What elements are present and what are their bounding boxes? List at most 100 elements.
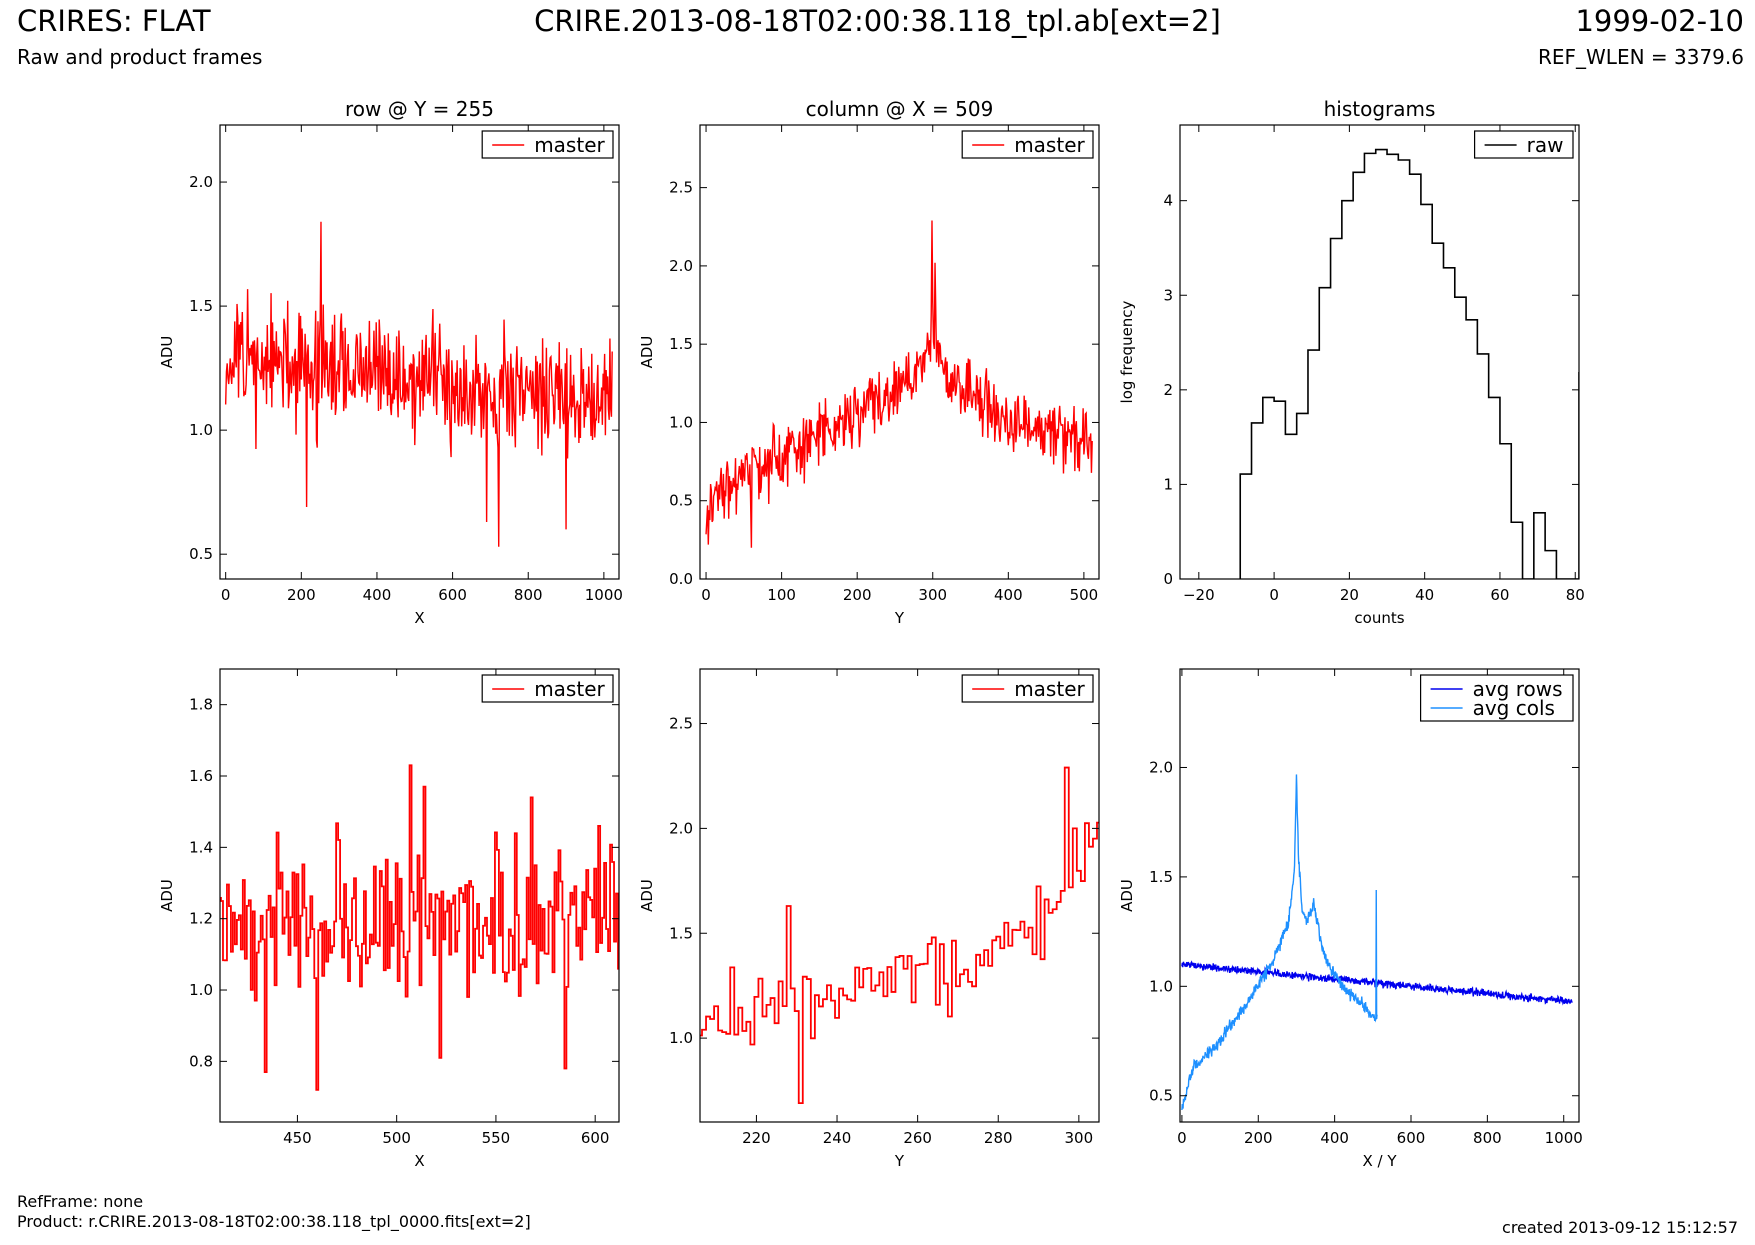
plot-area	[1239, 148, 1579, 579]
x-tick-label: 220	[742, 1129, 771, 1147]
chart-title: row @ Y = 255	[345, 97, 494, 121]
axes-frame	[1179, 668, 1580, 1123]
series-raw	[1239, 148, 1579, 579]
plot-area	[1181, 774, 1573, 1111]
chart-panel-4: 450 500 550 600 0.8 1.0 1.2 1.4 1.6 1.8 X ADU master	[158, 668, 620, 1170]
legend-box	[1419, 674, 1574, 722]
legend: master	[481, 674, 614, 703]
x-tick-label: 20	[1340, 586, 1359, 604]
plot-area	[700, 766, 1099, 1105]
y-tick-label: 1.5	[669, 924, 693, 942]
y-tick-label: 0.8	[189, 1052, 213, 1070]
chart-title: histograms	[1324, 97, 1436, 121]
y-axis-label: ADU	[1118, 879, 1136, 912]
page-subtitle: Raw and product frames	[17, 45, 263, 69]
y-tick-label: 3	[1163, 286, 1173, 304]
legend: raw	[1473, 130, 1574, 159]
y-axis-label: ADU	[158, 879, 176, 912]
y-axis-label: ADU	[158, 336, 176, 369]
created-label: created 2013-09-12 15:12:57	[1502, 1218, 1738, 1237]
y-tick-label: 1.0	[1149, 977, 1173, 995]
series-master	[224, 221, 613, 547]
chart-panel-2: 0 100 200 300 400 500 0.0 0.5 1.0 1.5 2.0 2.5 column…	[638, 97, 1100, 627]
x-tick-label: 240	[823, 1129, 852, 1147]
x-tick-label: 0	[1177, 1129, 1187, 1147]
x-axis-label: X	[414, 1152, 424, 1170]
series-master	[220, 764, 619, 1091]
x-tick-label: 100	[767, 586, 796, 604]
y-tick-label: 1.0	[189, 981, 213, 999]
y-tick-label: 0.5	[189, 545, 213, 563]
y-axis-label: ADU	[638, 336, 656, 369]
plot-area	[220, 764, 619, 1091]
x-tick-label: 1000	[1545, 1129, 1583, 1147]
x-tick-label: 1000	[585, 586, 623, 604]
plot-area	[224, 221, 613, 547]
x-tick-label: 600	[581, 1129, 610, 1147]
y-tick-label: 1.2	[189, 910, 213, 928]
y-tick-label: 4	[1163, 192, 1173, 210]
x-tick-label: 450	[283, 1129, 312, 1147]
chart-panel-1: 0 200 400 600 800 1000 0.5 1.0 1.5 2.0 row @ Y = 2…	[158, 97, 623, 627]
ref-wlen: REF_WLEN = 3379.6	[1537, 45, 1744, 69]
legend-label: avg rows	[1473, 677, 1563, 701]
y-tick-label: 1.0	[669, 1029, 693, 1047]
legend-label: master	[534, 677, 605, 701]
axes-frame	[219, 124, 620, 580]
y-tick-label: 1.8	[189, 696, 213, 714]
refframe-label: RefFrame: none	[17, 1192, 144, 1211]
x-tick-label: 300	[918, 586, 947, 604]
y-tick-label: 2.0	[669, 819, 693, 837]
x-tick-label: 0	[221, 586, 231, 604]
axes-frame	[219, 668, 620, 1123]
x-axis-label: Y	[894, 609, 905, 627]
y-tick-label: 2.0	[669, 257, 693, 275]
product-label: Product: r.CRIRE.2013-08-18T02:00:38.118…	[17, 1212, 531, 1231]
x-tick-label: 280	[984, 1129, 1013, 1147]
chart-title: column @ X = 509	[806, 97, 994, 121]
x-tick-label: 800	[1473, 1129, 1502, 1147]
x-tick-label: 600	[438, 586, 467, 604]
y-tick-label: 2.0	[1149, 758, 1173, 776]
page-title: CRIRES: FLAT	[17, 4, 211, 38]
y-tick-label: 1.5	[1149, 868, 1173, 886]
x-tick-label: 550	[482, 1129, 511, 1147]
y-tick-label: 1.4	[189, 838, 213, 856]
legend: master	[481, 130, 614, 159]
x-axis-label: X	[414, 609, 424, 627]
x-tick-label: 60	[1490, 586, 1509, 604]
x-tick-label: 300	[1065, 1129, 1094, 1147]
x-tick-label: 0	[1269, 586, 1279, 604]
y-tick-label: 1.5	[669, 335, 693, 353]
series-master	[700, 766, 1099, 1105]
y-tick-label: 1.5	[189, 297, 213, 315]
y-tick-label: 0.5	[1149, 1087, 1173, 1105]
axes-frame	[1179, 124, 1580, 580]
legend-label: raw	[1527, 133, 1564, 157]
y-tick-label: 2.5	[669, 715, 693, 733]
x-tick-label: 200	[287, 586, 316, 604]
legend-label: master	[1014, 133, 1085, 157]
file-name: CRIRE.2013-08-18T02:00:38.118_tpl.ab[ext…	[534, 4, 1221, 38]
x-tick-label: 40	[1415, 586, 1434, 604]
series-avg-cols	[1181, 774, 1378, 1111]
observation-date: 1999-02-10	[1575, 4, 1744, 38]
x-tick-label: 0	[701, 586, 711, 604]
y-tick-label: 0	[1163, 570, 1173, 588]
x-tick-label: 400	[1320, 1129, 1349, 1147]
legend-label: master	[534, 133, 605, 157]
y-tick-label: 0.0	[669, 570, 693, 588]
x-axis-label: X / Y	[1362, 1152, 1397, 1170]
x-tick-label: 500	[382, 1129, 411, 1147]
legend: master	[961, 130, 1094, 159]
y-tick-label: 1.6	[189, 767, 213, 785]
y-tick-label: 1.0	[189, 421, 213, 439]
chart-panel-3: −20 0 20 40 60 80 0 1 2 3 4 histograms counts log fre…	[1118, 97, 1585, 627]
x-tick-label: 200	[843, 586, 872, 604]
x-tick-label: −20	[1183, 586, 1215, 604]
y-tick-label: 1	[1163, 475, 1173, 493]
x-tick-label: 400	[994, 586, 1023, 604]
series-master	[705, 220, 1093, 548]
